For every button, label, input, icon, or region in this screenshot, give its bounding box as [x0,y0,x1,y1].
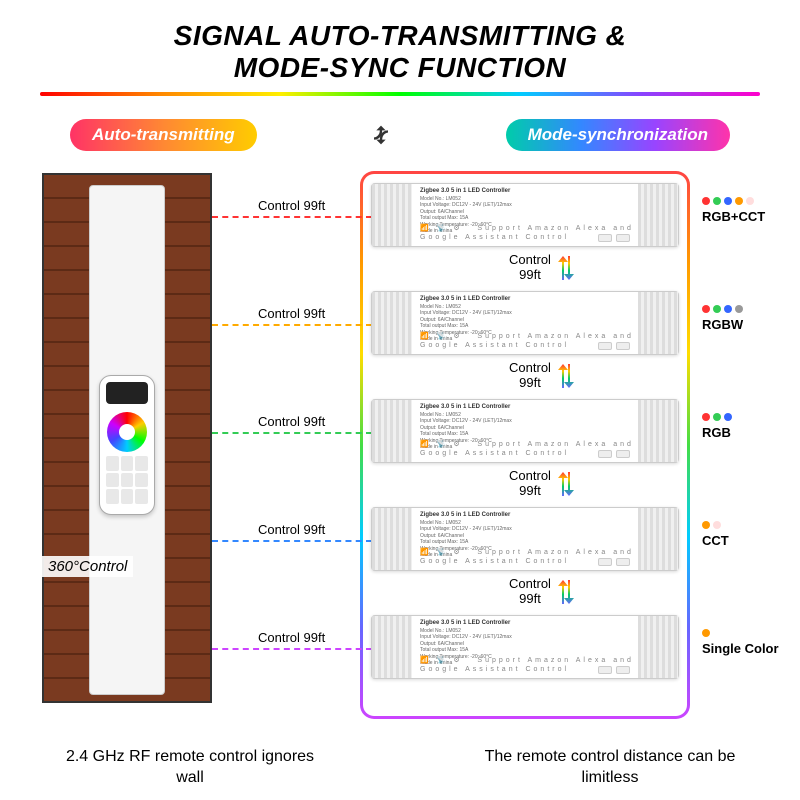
sync-arrows-icon [556,580,576,604]
color-dot-icon [713,521,721,529]
mode-label: RGB [702,413,732,440]
color-dot-icon [746,197,754,205]
control-range-label: Control 99ft [258,522,325,537]
led-controller-device: Zigbee 3.0 5 in 1 LED Controller Model N… [371,291,679,355]
sync-icon [367,121,395,149]
control-dashed-line [212,648,372,650]
control-range-label: Control 99ft [258,630,325,645]
color-dot-icon [702,413,710,421]
led-controller-device: Zigbee 3.0 5 in 1 LED Controller Model N… [371,399,679,463]
led-controller-device: Zigbee 3.0 5 in 1 LED Controller Model N… [371,507,679,571]
title-underline [40,92,760,96]
color-dot-icon [724,197,732,205]
remote-360-label: 360°Control [42,556,133,577]
mode-sync-pill: Mode-synchronization [506,119,730,151]
color-dot-icon [702,521,710,529]
color-dot-icon [724,305,732,313]
brick-wall-panel [42,173,212,703]
color-dot-icon [702,197,710,205]
auto-transmitting-pill: Auto-transmitting [70,119,257,151]
main-title: SIGNAL AUTO-TRANSMITTING &MODE-SYNC FUNC… [10,20,790,84]
color-wheel-icon [107,412,147,452]
footer-left-caption: 2.4 GHz RF remote control ignores wall [50,747,330,789]
color-dot-icon [735,305,743,313]
led-controller-device: Zigbee 3.0 5 in 1 LED Controller Model N… [371,183,679,247]
color-dot-icon [713,197,721,205]
mode-label: RGBW [702,305,743,332]
control-range-label: Control 99ft [258,198,325,213]
mode-label: CCT [702,521,729,548]
sync-arrows-icon [556,472,576,496]
mode-label: Single Color [702,629,779,656]
control-dashed-line [212,432,372,434]
led-controller-device: Zigbee 3.0 5 in 1 LED Controller Model N… [371,615,679,679]
control-dashed-line [212,540,372,542]
color-dot-icon [724,413,732,421]
control-range-label: Control 99ft [258,414,325,429]
color-dot-icon [713,305,721,313]
sync-arrows-icon [556,256,576,280]
color-dot-icon [702,629,710,637]
rf-remote [99,375,155,515]
color-dot-icon [735,197,743,205]
control-dashed-line [212,216,372,218]
control-range-label: Control 99ft [258,306,325,321]
sync-arrows-icon [556,364,576,388]
color-dot-icon [702,305,710,313]
mode-label: RGB+CCT [702,197,765,224]
control-dashed-line [212,324,372,326]
footer-right-caption: The remote control distance can be limit… [470,747,750,789]
color-dot-icon [713,413,721,421]
